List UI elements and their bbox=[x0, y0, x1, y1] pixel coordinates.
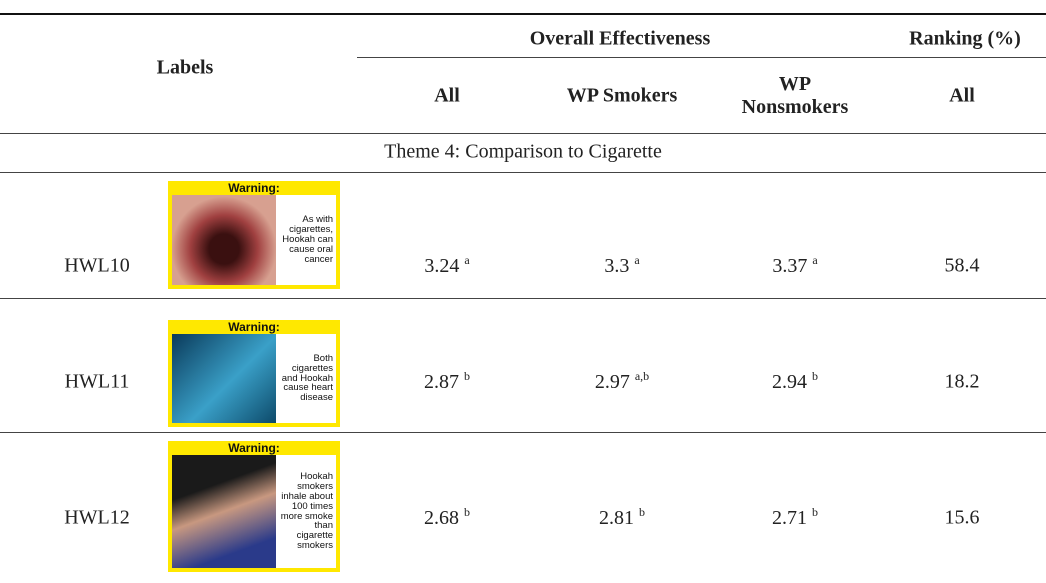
header-rule bbox=[0, 133, 1046, 134]
section-title: Theme 4: Comparison to Cigarette bbox=[384, 140, 662, 163]
row-rule bbox=[0, 432, 1046, 433]
warning-text: Hookah smokers inhale about 100 times mo… bbox=[276, 455, 336, 568]
superscript: b bbox=[464, 505, 470, 520]
warning-label-image: Warning: As with cigarettes, Hookah can c… bbox=[168, 181, 340, 289]
column-header: WP Smokers bbox=[566, 84, 678, 107]
warning-heading: Warning: bbox=[228, 320, 280, 334]
header-group: Ranking (%) bbox=[909, 27, 1021, 50]
superscript: b bbox=[812, 505, 818, 520]
warning-label-image: Warning: Both cigarettes and Hookah cause… bbox=[168, 320, 340, 427]
row-label: HWL12 bbox=[64, 506, 130, 529]
ranking-cell: 18.2 bbox=[944, 370, 980, 393]
superscript: b bbox=[812, 369, 818, 384]
warning-picture bbox=[172, 195, 276, 285]
warning-text: As with cigarettes, Hookah can cause ora… bbox=[276, 195, 336, 285]
value: 2.68 bbox=[424, 506, 459, 529]
superscript: b bbox=[464, 369, 470, 384]
warning-heading: Warning: bbox=[228, 181, 280, 195]
value: 2.97 bbox=[594, 370, 630, 393]
value: 2.71 bbox=[772, 506, 807, 529]
value-cell: 2.81 b bbox=[599, 505, 645, 530]
value-cell: 2.87 b bbox=[424, 369, 470, 394]
superscript: a bbox=[812, 253, 818, 268]
value-cell: 3.37 a bbox=[772, 253, 818, 278]
value-cell: 2.97 a,b bbox=[594, 369, 650, 394]
header-labels: Labels bbox=[156, 56, 214, 79]
row-label: HWL10 bbox=[64, 254, 130, 277]
value-cell: 3.24 a bbox=[424, 253, 470, 278]
superscript: a,b bbox=[634, 369, 650, 384]
value: 3.37 bbox=[772, 254, 808, 277]
value: 3.3 bbox=[604, 254, 630, 277]
row-label: HWL11 bbox=[64, 370, 130, 393]
value-cell: 2.71 b bbox=[772, 505, 818, 530]
group-rule bbox=[357, 57, 1046, 58]
value-cell: 3.3 a bbox=[604, 253, 640, 278]
column-header: All bbox=[434, 84, 460, 107]
section-rule bbox=[0, 172, 1046, 173]
header-group: Overall Effectiveness bbox=[529, 27, 711, 50]
warning-label-image: Warning: Hookah smokers inhale about 100 … bbox=[168, 441, 340, 572]
value: 2.94 bbox=[772, 370, 807, 393]
superscript: a bbox=[464, 253, 470, 268]
value-cell: 2.68 b bbox=[424, 505, 470, 530]
warning-picture bbox=[172, 334, 276, 423]
ranking-cell: 15.6 bbox=[944, 506, 980, 529]
row-rule bbox=[0, 298, 1046, 299]
top-rule bbox=[0, 13, 1046, 15]
value: 2.81 bbox=[599, 506, 634, 529]
column-header: All bbox=[949, 84, 975, 107]
ranking-cell: 58.4 bbox=[944, 254, 980, 277]
value: 3.24 bbox=[424, 254, 460, 277]
value: 2.87 bbox=[424, 370, 459, 393]
warning-text: Both cigarettes and Hookah cause heart d… bbox=[276, 334, 336, 423]
value-cell: 2.94 b bbox=[772, 369, 818, 394]
superscript: b bbox=[639, 505, 645, 520]
warning-heading: Warning: bbox=[228, 441, 280, 455]
warning-picture bbox=[172, 455, 276, 568]
superscript: a bbox=[634, 253, 640, 268]
column-header: WP Nonsmokers bbox=[741, 73, 849, 118]
